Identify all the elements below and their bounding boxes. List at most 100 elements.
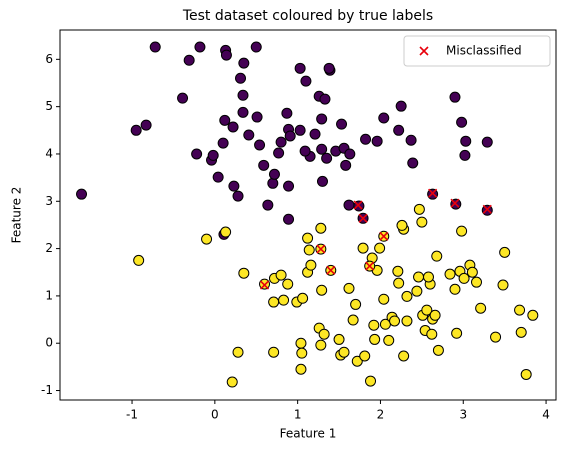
point <box>378 112 390 124</box>
x-tick-label: -1 <box>126 408 138 422</box>
point <box>411 285 423 297</box>
legend-box <box>403 35 551 67</box>
point <box>514 304 526 316</box>
point <box>243 129 255 141</box>
point <box>220 226 232 238</box>
point <box>360 133 372 145</box>
point <box>140 119 152 131</box>
point <box>303 244 315 256</box>
point <box>296 347 308 359</box>
point <box>357 242 369 254</box>
point <box>451 327 463 339</box>
point <box>275 269 287 281</box>
point <box>481 136 493 148</box>
point <box>347 314 359 326</box>
y-tick-label: 6 <box>45 52 53 66</box>
point <box>499 246 511 258</box>
point <box>343 282 355 294</box>
point <box>444 268 456 280</box>
point <box>432 344 444 356</box>
point <box>413 271 425 283</box>
y-tick-label: -1 <box>41 383 53 397</box>
point <box>319 93 331 105</box>
point <box>460 135 472 147</box>
point <box>207 149 219 161</box>
misclassified-marker <box>428 188 438 198</box>
point <box>237 106 249 118</box>
point <box>251 111 263 123</box>
point <box>520 368 532 380</box>
point <box>250 41 262 53</box>
point <box>475 302 487 314</box>
point <box>350 298 362 310</box>
point <box>283 180 295 192</box>
point <box>297 292 309 304</box>
point <box>395 100 407 112</box>
point <box>413 203 425 215</box>
point <box>316 113 328 125</box>
point <box>323 62 335 74</box>
misclassified-marker <box>353 200 363 210</box>
point <box>449 91 461 103</box>
point <box>149 41 161 53</box>
point <box>238 267 250 279</box>
point <box>490 331 502 343</box>
point <box>268 346 280 358</box>
point <box>294 62 306 74</box>
point <box>305 259 317 271</box>
point <box>389 315 401 327</box>
plot-frame <box>59 29 557 401</box>
point <box>321 152 333 164</box>
point <box>392 265 404 277</box>
point <box>281 107 293 119</box>
point <box>237 89 249 101</box>
point <box>449 283 461 295</box>
point <box>275 136 287 148</box>
point <box>315 222 327 234</box>
point <box>374 242 386 254</box>
point <box>378 293 390 305</box>
point <box>318 328 330 340</box>
y-tick-label: 1 <box>45 288 53 302</box>
point <box>258 159 270 171</box>
misclassified-marker <box>379 231 389 241</box>
point <box>336 118 348 130</box>
x-tick-label: 2 <box>377 408 385 422</box>
point <box>220 49 232 61</box>
legend-marker <box>419 46 429 56</box>
point <box>226 376 238 388</box>
chart-title: Test dataset coloured by true labels <box>182 8 433 24</box>
point <box>466 266 478 278</box>
point <box>212 171 224 183</box>
point <box>368 319 380 331</box>
point <box>133 254 145 266</box>
point <box>309 128 321 140</box>
point <box>295 337 307 349</box>
point <box>393 124 405 136</box>
point <box>371 135 383 147</box>
x-tick-label: 4 <box>542 408 550 422</box>
point <box>284 130 296 142</box>
point <box>456 116 468 128</box>
point <box>268 296 280 308</box>
point <box>238 57 250 69</box>
point <box>316 175 328 187</box>
y-tick-label: 2 <box>45 241 53 255</box>
point <box>365 375 377 387</box>
legend-label: Misclassified <box>446 44 522 58</box>
point <box>497 279 509 291</box>
point <box>316 143 328 155</box>
point <box>458 272 470 284</box>
point <box>351 355 363 367</box>
point <box>456 225 468 237</box>
point <box>217 137 229 149</box>
point <box>344 148 356 160</box>
point <box>515 326 527 338</box>
point <box>407 157 419 169</box>
point <box>273 147 285 159</box>
point <box>235 72 247 84</box>
misclassified-marker <box>450 198 460 208</box>
point <box>295 363 307 375</box>
point <box>393 277 405 289</box>
